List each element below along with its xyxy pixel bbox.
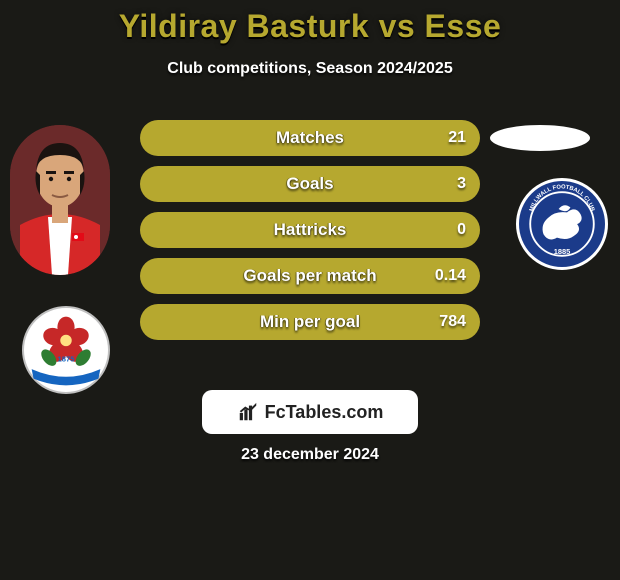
club-crest-left: 1875 bbox=[22, 306, 110, 394]
stat-row-matches: Matches 21 bbox=[140, 120, 480, 156]
source-badge: FcTables.com bbox=[202, 390, 418, 434]
source-badge-text: FcTables.com bbox=[265, 402, 384, 423]
stat-row-mpg: Min per goal 784 bbox=[140, 304, 480, 340]
stat-label: Goals per match bbox=[140, 258, 480, 294]
stat-value-right: 3 bbox=[457, 166, 466, 202]
stat-label: Matches bbox=[140, 120, 480, 156]
chart-icon bbox=[237, 401, 259, 423]
crest-year-left: 1875 bbox=[58, 354, 76, 363]
stat-value-right: 21 bbox=[448, 120, 466, 156]
blackburn-crest-svg: 1875 bbox=[24, 308, 108, 392]
player-right-placeholder bbox=[490, 125, 590, 151]
stat-label: Goals bbox=[140, 166, 480, 202]
stat-value-right: 784 bbox=[439, 304, 466, 340]
crest-year-right: 1885 bbox=[554, 247, 571, 256]
millwall-crest-svg: 1885 MILLWALL FOOTBALL CLUB bbox=[519, 181, 605, 267]
page-title: Yildiray Basturk vs Esse bbox=[0, 8, 620, 45]
date-label: 23 december 2024 bbox=[0, 446, 620, 464]
stat-row-gpm: Goals per match 0.14 bbox=[140, 258, 480, 294]
stat-row-goals: Goals 3 bbox=[140, 166, 480, 202]
stat-label: Min per goal bbox=[140, 304, 480, 340]
player-left-photo bbox=[10, 125, 110, 275]
stat-value-right: 0.14 bbox=[435, 258, 466, 294]
club-crest-right: 1885 MILLWALL FOOTBALL CLUB bbox=[516, 178, 608, 270]
stat-value-right: 0 bbox=[457, 212, 466, 248]
stats-container: Matches 21 Goals 3 Hattricks 0 Goals per… bbox=[140, 120, 480, 350]
player-left-svg bbox=[10, 125, 110, 275]
subtitle: Club competitions, Season 2024/2025 bbox=[0, 60, 620, 78]
stat-label: Hattricks bbox=[140, 212, 480, 248]
stat-row-hattricks: Hattricks 0 bbox=[140, 212, 480, 248]
